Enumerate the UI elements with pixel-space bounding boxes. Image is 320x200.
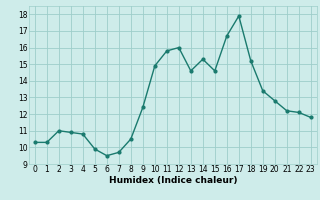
X-axis label: Humidex (Indice chaleur): Humidex (Indice chaleur) [108,176,237,185]
